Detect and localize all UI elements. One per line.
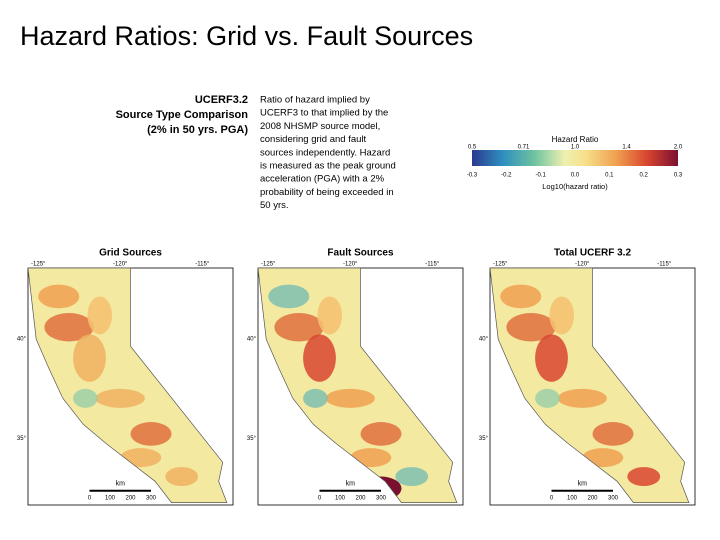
hazard-blob — [506, 313, 556, 342]
scale-tick: 300 — [376, 495, 387, 501]
lon-label: -125° — [31, 262, 46, 268]
hazard-blob — [44, 313, 94, 342]
figure-header: UCERF3.2 — [195, 94, 248, 106]
scale-tick: 0 — [88, 495, 92, 501]
lon-label: -120° — [343, 262, 358, 268]
state-outline — [489, 267, 690, 503]
figure-description: Ratio of hazard implied by — [260, 95, 370, 106]
colorbar-bottom-tick: 0.2 — [639, 173, 648, 179]
colorbar-bottom-tick: 0.3 — [674, 173, 683, 179]
hazard-blob — [535, 388, 560, 408]
scale-tick: 200 — [125, 495, 136, 501]
colorbar-bottom-tick: -0.2 — [501, 173, 512, 179]
colorbar-bottom-tick: 0.1 — [605, 173, 614, 179]
hazard-blob — [165, 467, 199, 487]
scale-tick: 200 — [355, 495, 366, 501]
hazard-blob — [395, 467, 429, 487]
hazard-blob — [325, 388, 375, 408]
hazard-field — [490, 268, 689, 503]
lon-label: -120° — [575, 262, 590, 268]
hazard-blob — [592, 422, 634, 446]
slide-title: Hazard Ratios: Grid vs. Fault Sources — [20, 21, 473, 51]
hazard-blob — [38, 284, 80, 309]
colorbar-top-tick: 2.0 — [674, 145, 683, 151]
hazard-blob — [627, 467, 661, 487]
scale-tick: 300 — [608, 495, 619, 501]
hazard-blob — [500, 284, 542, 309]
hazard-blob — [535, 334, 568, 382]
lon-label: -120° — [113, 262, 128, 268]
map — [489, 267, 690, 503]
scale-unit: km — [116, 481, 126, 488]
colorbar-top-tick: 1.4 — [622, 145, 631, 151]
colorbar-top-tick: 0.5 — [468, 145, 477, 151]
panel-title: Total UCERF 3.2 — [554, 248, 631, 259]
scale-tick: 0 — [550, 495, 554, 501]
map — [27, 267, 228, 503]
panel-title: Fault Sources — [327, 248, 394, 259]
hazard-field — [28, 268, 227, 503]
lat-label: 40° — [479, 337, 489, 343]
map — [257, 267, 458, 503]
hazard-blob — [360, 422, 402, 446]
scale-tick: 100 — [567, 495, 578, 501]
lat-label: 40° — [247, 337, 257, 343]
scale-tick: 100 — [105, 495, 116, 501]
scale-tick: 0 — [318, 495, 322, 501]
hazard-blob — [268, 284, 310, 309]
colorbar-bottom-tick: 0.0 — [571, 173, 580, 179]
lon-label: -115° — [657, 262, 672, 268]
lat-label: 35° — [479, 436, 489, 442]
state-outline — [257, 267, 458, 503]
hazard-blob — [274, 313, 324, 342]
scale-tick: 100 — [335, 495, 346, 501]
scale-unit: km — [578, 481, 588, 488]
figure-description: 2008 NHSMP source model, — [260, 121, 380, 132]
figure-header: Source Type Comparison — [116, 109, 249, 121]
hazard-blob — [303, 388, 328, 408]
scale-unit: km — [346, 481, 356, 488]
colorbar-bottom-tick: -0.3 — [467, 173, 478, 179]
figure-header: (2% in 50 yrs. PGA) — [147, 124, 248, 136]
figure-description: probability of being exceeded in — [260, 187, 394, 198]
panel-title: Grid Sources — [99, 248, 162, 259]
hazard-blob — [303, 334, 336, 382]
colorbar-top-tick: 0.71 — [518, 145, 530, 151]
hazard-blob — [130, 422, 172, 446]
state-outline — [27, 267, 228, 503]
hazard-blob — [557, 388, 607, 408]
colorbar — [472, 150, 678, 166]
hazard-blob — [317, 296, 343, 335]
figure-description: considering grid and fault — [260, 134, 367, 145]
figure-description: sources independently. Hazard — [260, 147, 390, 158]
colorbar-bottom-tick: -0.1 — [535, 173, 546, 179]
colorbar-label: Log10(hazard ratio) — [542, 182, 608, 191]
figure-description: 50 yrs. — [260, 200, 289, 211]
lon-label: -125° — [493, 262, 508, 268]
hazard-blob — [549, 296, 575, 335]
figure-description: acceleration (PGA) with a 2% — [260, 174, 385, 185]
scale-tick: 300 — [146, 495, 157, 501]
hazard-blob — [95, 388, 145, 408]
colorbar-title: Hazard Ratio — [552, 135, 599, 144]
lat-label: 35° — [17, 436, 27, 442]
hazard-blob — [73, 388, 98, 408]
lon-label: -115° — [425, 262, 440, 268]
colorbar-top-tick: 1.0 — [571, 145, 580, 151]
figure-description: is measured as the peak ground — [260, 161, 396, 172]
lon-label: -115° — [195, 262, 210, 268]
lat-label: 40° — [17, 337, 27, 343]
figure-description: UCERF3 to that implied by the — [260, 108, 388, 119]
lon-label: -125° — [261, 262, 276, 268]
hazard-blob — [73, 334, 106, 382]
hazard-blob — [87, 296, 113, 335]
scale-tick: 200 — [587, 495, 598, 501]
lat-label: 35° — [247, 436, 257, 442]
